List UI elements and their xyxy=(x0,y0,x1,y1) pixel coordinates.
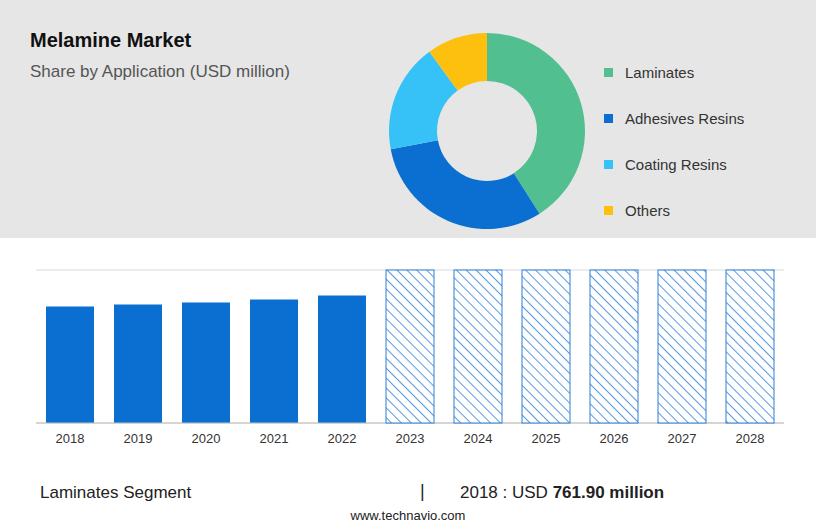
svg-text:2024: 2024 xyxy=(464,431,493,446)
html-text:Adhesives Resins: Adhesives Resins xyxy=(625,109,745,127)
svg-text:2021: 2021 xyxy=(260,431,289,446)
svg-text:2025: 2025 xyxy=(532,431,561,446)
svg-text:2026: 2026 xyxy=(600,431,629,446)
html-text:Others: Others xyxy=(625,201,670,219)
svg-text:2027: 2027 xyxy=(668,431,697,446)
html-text:Laminates: Laminates xyxy=(625,63,695,81)
html-text:Laminates Segment: Laminates Segment xyxy=(40,483,192,502)
svg-text:2028: 2028 xyxy=(736,431,765,446)
svg-text:2018: 2018 xyxy=(56,431,85,446)
html-text:2018 : USD 761.90 million: 2018 : USD 761.90 million xyxy=(460,483,665,502)
svg-text:2022: 2022 xyxy=(328,431,357,446)
html-text:www.technavio.com: www.technavio.com xyxy=(350,508,466,523)
html-text:Share by Application (USD mill: Share by Application (USD million) xyxy=(30,62,290,81)
svg-text:2023: 2023 xyxy=(396,431,425,446)
html-text:Melamine Market: Melamine Market xyxy=(30,29,192,51)
html-text:Coating Resins: Coating Resins xyxy=(625,155,727,173)
svg-text:2020: 2020 xyxy=(192,431,221,446)
svg-text:2019: 2019 xyxy=(124,431,153,446)
